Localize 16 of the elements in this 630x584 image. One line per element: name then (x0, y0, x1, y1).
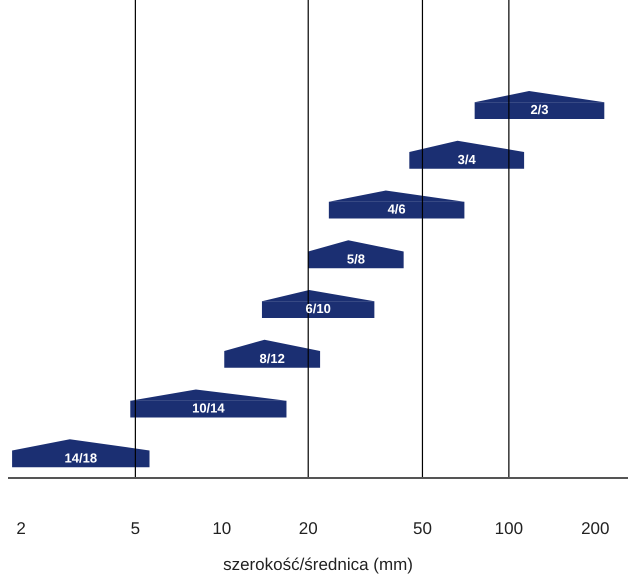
x-axis-title: szerokość/średnica (mm) (223, 555, 413, 574)
y-tick-label: 10/14 (192, 400, 226, 416)
y-tick-label: 5/8 (346, 251, 365, 266)
x-tick-label: 5 (130, 519, 140, 538)
y-tick-label: 2/3 (530, 102, 549, 118)
x-tick-label: 10 (212, 519, 232, 538)
y-tick-label: 3/4 (458, 152, 477, 167)
x-tick-label: 200 (581, 519, 610, 538)
x-tick-label: 100 (494, 519, 524, 538)
y-tick-label: 6/10 (306, 301, 331, 316)
y-tick-label: 8/12 (260, 350, 285, 366)
x-tick-label: 50 (412, 519, 432, 538)
y-tick-label: 4/6 (388, 202, 406, 217)
y-tick-label: 14/18 (64, 450, 98, 466)
x-tick-label: 2 (16, 519, 26, 538)
x-tick-label: 20 (298, 519, 318, 538)
